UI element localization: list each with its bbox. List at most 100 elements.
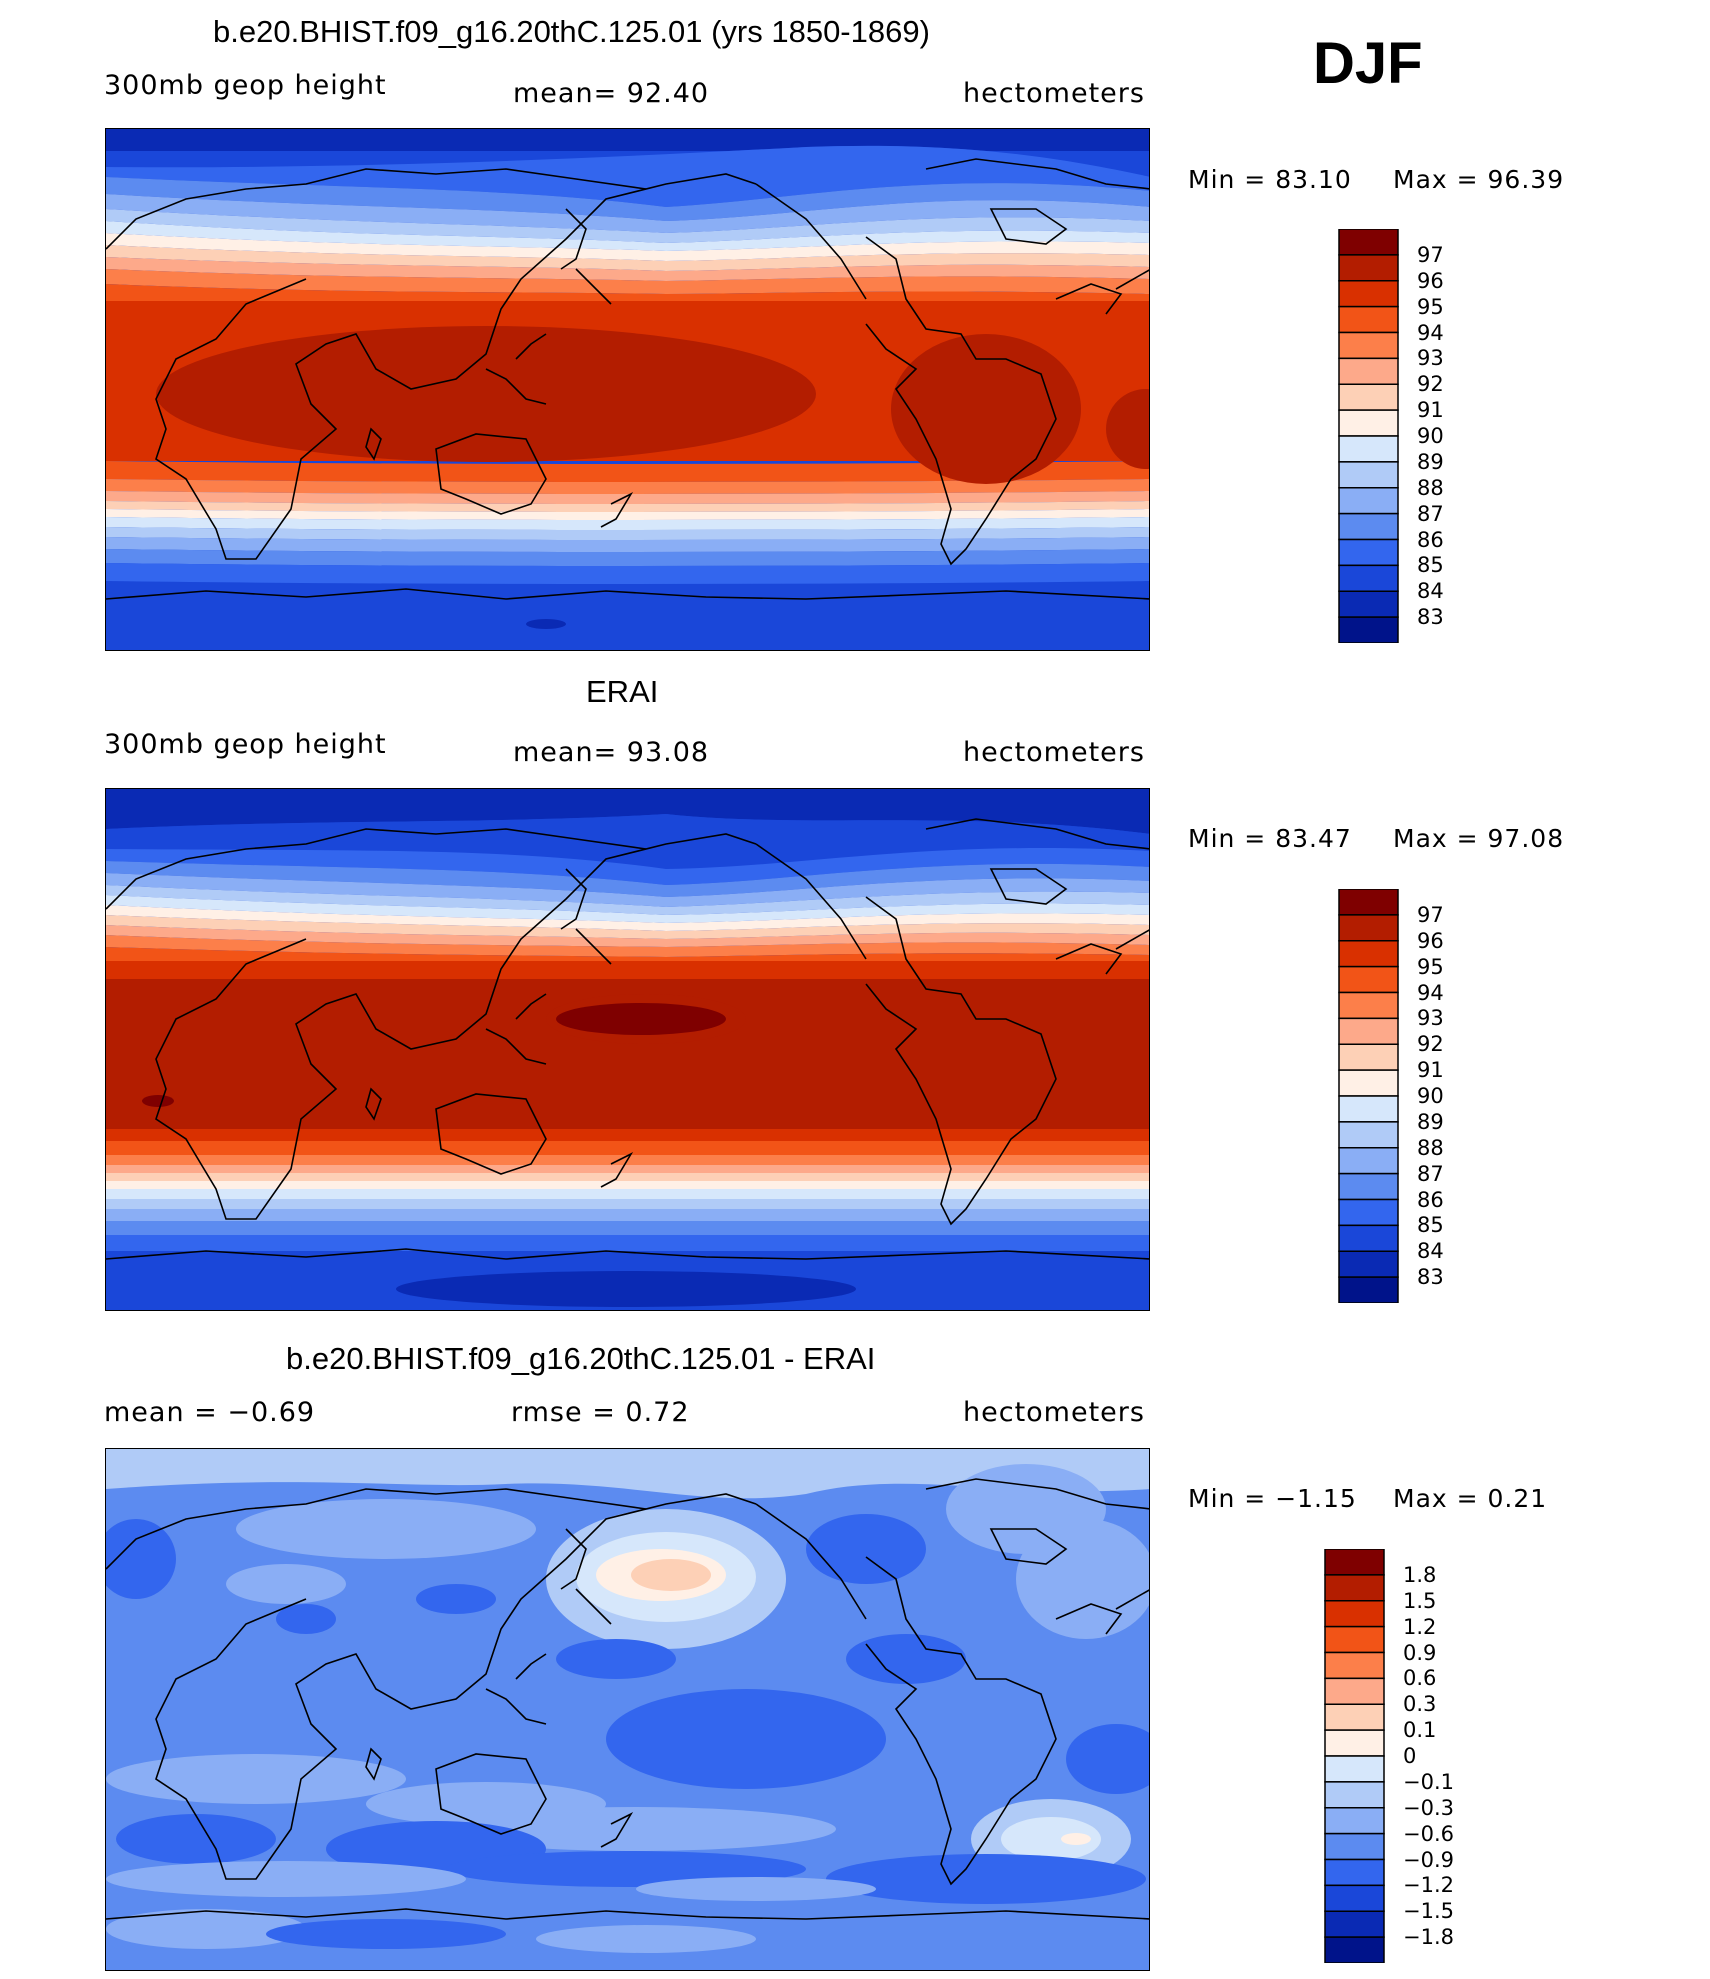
- panel3-units: hectometers: [963, 1397, 1145, 1428]
- panel2-colorbar-labels: 97 96 95 94 93 92 91 90 89 88 87 86 85 84 83: [1417, 889, 1497, 1303]
- colorbar-swatch: [1324, 1729, 1385, 1757]
- colorbar-swatch: [1338, 331, 1399, 360]
- panel2-field: [106, 789, 1149, 1310]
- colorbar-label: 95: [1417, 294, 1444, 319]
- colorbar-label: 92: [1417, 372, 1444, 397]
- colorbar-label: −0.1: [1403, 1769, 1454, 1794]
- colorbar-swatch: [1324, 1574, 1385, 1602]
- panel2-title: ERAI: [586, 674, 659, 709]
- panel3-mean: mean = −0.69: [104, 1397, 316, 1428]
- colorbar-swatch: [1324, 1677, 1385, 1705]
- colorbar-swatch: [1338, 1121, 1399, 1149]
- colorbar-swatch: [1338, 435, 1399, 463]
- panel1-colorbar-labels: 97 96 95 94 93 92 91 90 89 88 87 86 85 84 83: [1417, 229, 1497, 643]
- panel2-mean: mean= 93.08: [513, 737, 710, 768]
- colorbar-label: −0.9: [1403, 1847, 1454, 1872]
- colorbar-label: 91: [1417, 1058, 1444, 1083]
- colorbar-swatch: [1338, 1250, 1399, 1278]
- colorbar-swatch: [1338, 1147, 1399, 1175]
- colorbar-swatch: [1338, 1017, 1399, 1045]
- colorbar-label: 89: [1417, 1109, 1444, 1134]
- panel1-min: Min = 83.10: [1188, 165, 1352, 194]
- colorbar-swatch: [1338, 914, 1399, 942]
- colorbar-swatch: [1324, 1858, 1385, 1887]
- colorbar-label: 96: [1417, 928, 1444, 953]
- panel3-map: [105, 1448, 1150, 1971]
- colorbar-label: 86: [1417, 527, 1444, 552]
- colorbar-label: −1.5: [1403, 1899, 1454, 1924]
- colorbar-swatch: [1338, 461, 1399, 489]
- colorbar-swatch: [1324, 1600, 1385, 1628]
- panel3-min: Min = −1.15: [1188, 1484, 1357, 1513]
- colorbar-label: 84: [1417, 579, 1444, 604]
- panel1-map: [105, 128, 1150, 651]
- colorbar-label: 94: [1417, 320, 1444, 345]
- colorbar-swatch: [1338, 1043, 1399, 1071]
- colorbar-swatch: [1324, 1755, 1385, 1783]
- colorbar-label: 0.3: [1403, 1692, 1437, 1717]
- colorbar-swatch: [1338, 1069, 1399, 1097]
- panel1-max: Max = 96.39: [1393, 165, 1565, 194]
- colorbar-label: 87: [1417, 501, 1444, 526]
- panel3-colorbar-swatches: [1324, 1548, 1385, 1964]
- colorbar-label: 83: [1417, 1265, 1444, 1290]
- colorbar-label: 97: [1417, 242, 1444, 267]
- panel1-title: b.e20.BHIST.f09_g16.20thC.125.01 (yrs 18…: [213, 14, 930, 49]
- panel1-colorbar-swatches: [1338, 228, 1399, 644]
- panel1-variable: 300mb geop height: [104, 70, 387, 101]
- colorbar-swatch: [1338, 991, 1399, 1020]
- colorbar-swatch: [1338, 305, 1399, 334]
- colorbar-label: 86: [1417, 1187, 1444, 1212]
- colorbar-label: 85: [1417, 1213, 1444, 1238]
- colorbar-swatch: [1324, 1781, 1385, 1809]
- colorbar-swatch: [1338, 512, 1399, 541]
- colorbar-label: 88: [1417, 1135, 1444, 1160]
- panel3-colorbar: [1324, 1548, 1385, 1964]
- panel3-title: b.e20.BHIST.f09_g16.20thC.125.01 - ERAI: [286, 1341, 876, 1376]
- colorbar-label: 95: [1417, 954, 1444, 979]
- colorbar-swatch: [1338, 254, 1399, 282]
- panel2-max: Max = 97.08: [1393, 824, 1565, 853]
- colorbar-swatch: [1324, 1651, 1385, 1680]
- panel2-units: hectometers: [963, 737, 1145, 768]
- colorbar-swatch: [1324, 1832, 1385, 1861]
- colorbar-label: 91: [1417, 398, 1444, 423]
- colorbar-label: 92: [1417, 1032, 1444, 1057]
- colorbar-label: −1.8: [1403, 1925, 1454, 1950]
- colorbar-label: 0: [1403, 1744, 1417, 1768]
- season-label: DJF: [1313, 31, 1423, 96]
- colorbar-swatch: [1338, 1224, 1399, 1252]
- panel3-field: [106, 1449, 1149, 1970]
- colorbar-swatch: [1338, 357, 1399, 385]
- colorbar-label: 0.1: [1403, 1718, 1437, 1743]
- panel1-mean: mean= 92.40: [513, 78, 710, 109]
- panel1-field: [106, 129, 1149, 650]
- colorbar-label: 88: [1417, 475, 1444, 500]
- colorbar-swatch: [1324, 1910, 1385, 1938]
- colorbar-swatch: [1338, 409, 1399, 437]
- colorbar-label: 84: [1417, 1239, 1444, 1264]
- colorbar-swatch: [1338, 228, 1399, 256]
- panel2-colorbar: [1338, 888, 1399, 1304]
- colorbar-label: 89: [1417, 449, 1444, 474]
- panel1-units: hectometers: [963, 78, 1145, 109]
- colorbar-label: 0.9: [1403, 1640, 1437, 1665]
- colorbar-label: 87: [1417, 1161, 1444, 1186]
- colorbar-label: 90: [1417, 1084, 1444, 1108]
- colorbar-label: 90: [1417, 424, 1444, 448]
- colorbar-label: 93: [1417, 1006, 1444, 1031]
- panel3-colorbar-labels: 1.8 1.5 1.2 0.9 0.6 0.3 0.1 0 −0.1 −0.3 −0.6 −0.9 −1…: [1403, 1549, 1483, 1963]
- panel3-rmse: rmse = 0.72: [511, 1397, 690, 1428]
- colorbar-label: 85: [1417, 553, 1444, 578]
- colorbar-swatch: [1338, 564, 1399, 592]
- colorbar-swatch: [1324, 1625, 1385, 1654]
- panel2-variable: 300mb geop height: [104, 729, 387, 760]
- colorbar-swatch: [1338, 1172, 1399, 1201]
- colorbar-label: −0.3: [1403, 1795, 1454, 1820]
- colorbar-label: 1.8: [1403, 1562, 1437, 1587]
- colorbar-label: 97: [1417, 902, 1444, 927]
- panel2-min: Min = 83.47: [1188, 824, 1352, 853]
- colorbar-swatch: [1338, 1276, 1399, 1304]
- colorbar-label: 94: [1417, 980, 1444, 1005]
- colorbar-swatch: [1338, 1095, 1399, 1123]
